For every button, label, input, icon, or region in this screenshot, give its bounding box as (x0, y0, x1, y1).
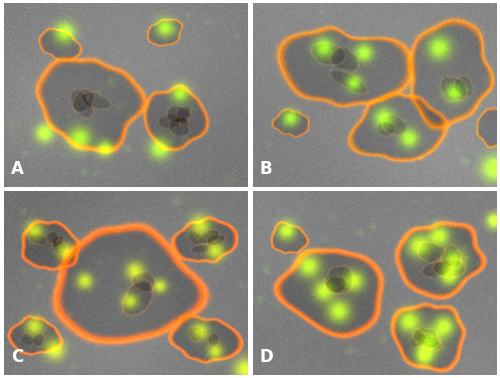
Text: A: A (12, 160, 24, 178)
Text: D: D (260, 348, 274, 366)
Text: C: C (12, 348, 24, 366)
Text: B: B (260, 160, 272, 178)
